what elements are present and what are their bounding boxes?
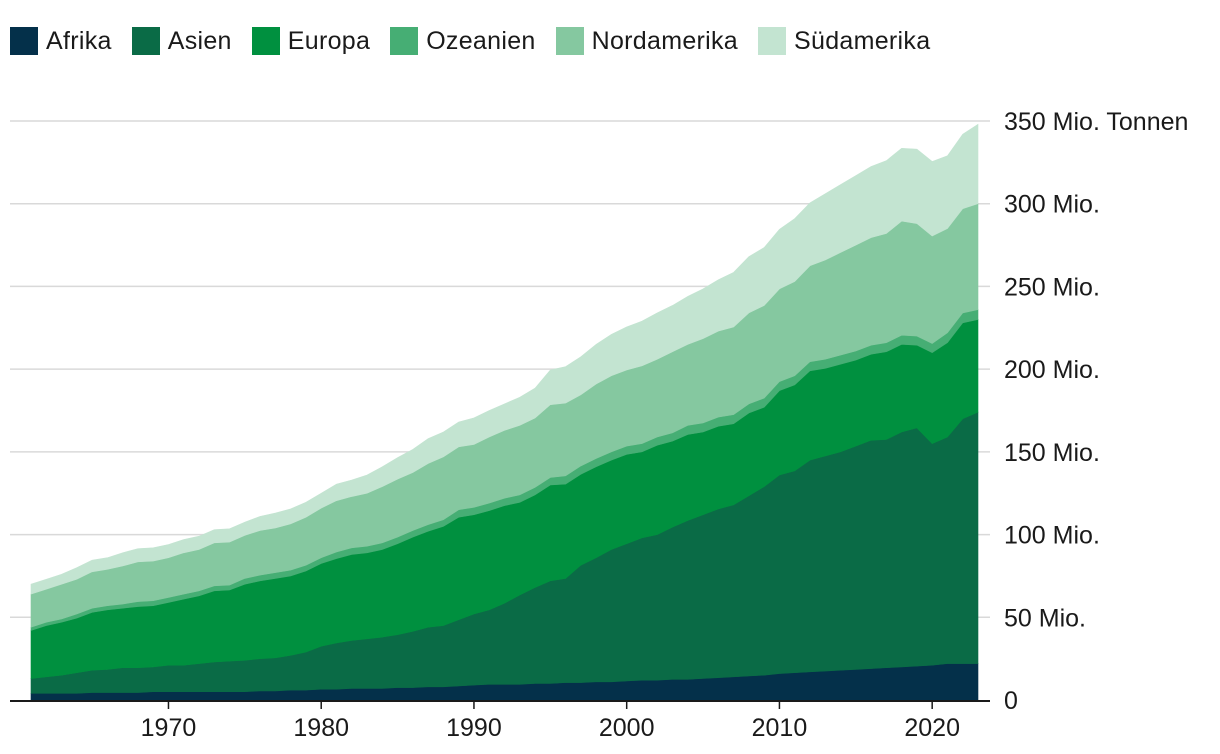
legend-label-asien: Asien <box>167 26 232 55</box>
legend-swatch-europa <box>251 27 280 55</box>
legend-swatch-suedamerika <box>758 27 787 55</box>
y-tick-label-0: 0 <box>1004 687 1018 715</box>
legend-label-suedamerika: Südamerika <box>794 26 931 55</box>
x-tick-label-1970: 1970 <box>141 714 197 742</box>
x-axis <box>10 700 990 709</box>
legend-label-nordamerika: Nordamerika <box>591 26 739 55</box>
y-tick-label-50: 50 Mio. <box>1004 604 1086 632</box>
y-tick-label-300: 300 Mio. <box>1004 191 1100 219</box>
x-axis-labels: 1970 1980 1990 2000 2010 2020 <box>141 714 960 742</box>
legend-swatch-nordamerika <box>555 27 584 55</box>
legend-label-europa: Europa <box>287 26 371 55</box>
legend-swatch-asien <box>131 27 160 55</box>
y-tick-label-350: 350 Mio. Tonnen <box>1004 108 1188 136</box>
y-tick-label-150: 150 Mio. <box>1004 439 1100 467</box>
legend-label-ozeanien: Ozeanien <box>426 26 536 55</box>
legend-swatch-ozeanien <box>390 27 419 55</box>
legend-item-afrika: Afrika <box>10 27 112 56</box>
legend-item-nordamerika: Nordamerika <box>555 26 739 56</box>
y-tick-label-100: 100 Mio. <box>1004 522 1100 550</box>
legend-item-asien: Asien <box>131 26 232 56</box>
area-series <box>30 123 979 701</box>
legend-item-europa: Europa <box>251 26 371 56</box>
legend-item-ozeanien: Ozeanien <box>390 27 535 56</box>
y-tick-label-250: 250 Mio. <box>1004 273 1100 301</box>
y-axis-labels: 0 50 Mio. 100 Mio. 150 Mio. 200 Mio. 250 Mio.… <box>1004 108 1188 715</box>
x-tick-label-2000: 2000 <box>599 714 655 742</box>
legend-swatch-afrika <box>10 27 38 55</box>
x-tick-label-2020: 2020 <box>904 714 960 742</box>
x-tick-label-1980: 1980 <box>293 714 349 742</box>
legend-item-suedamerika: Südamerika <box>758 27 930 56</box>
legend-label-afrika: Afrika <box>46 26 112 55</box>
legend: Afrika Asien Europa Ozeanien Nordamerika… <box>10 24 950 58</box>
area-suedamerika <box>30 123 979 595</box>
x-tick-label-1990: 1990 <box>446 714 502 742</box>
x-tick-label-2010: 2010 <box>752 714 808 742</box>
y-tick-label-200: 200 Mio. <box>1004 356 1100 384</box>
